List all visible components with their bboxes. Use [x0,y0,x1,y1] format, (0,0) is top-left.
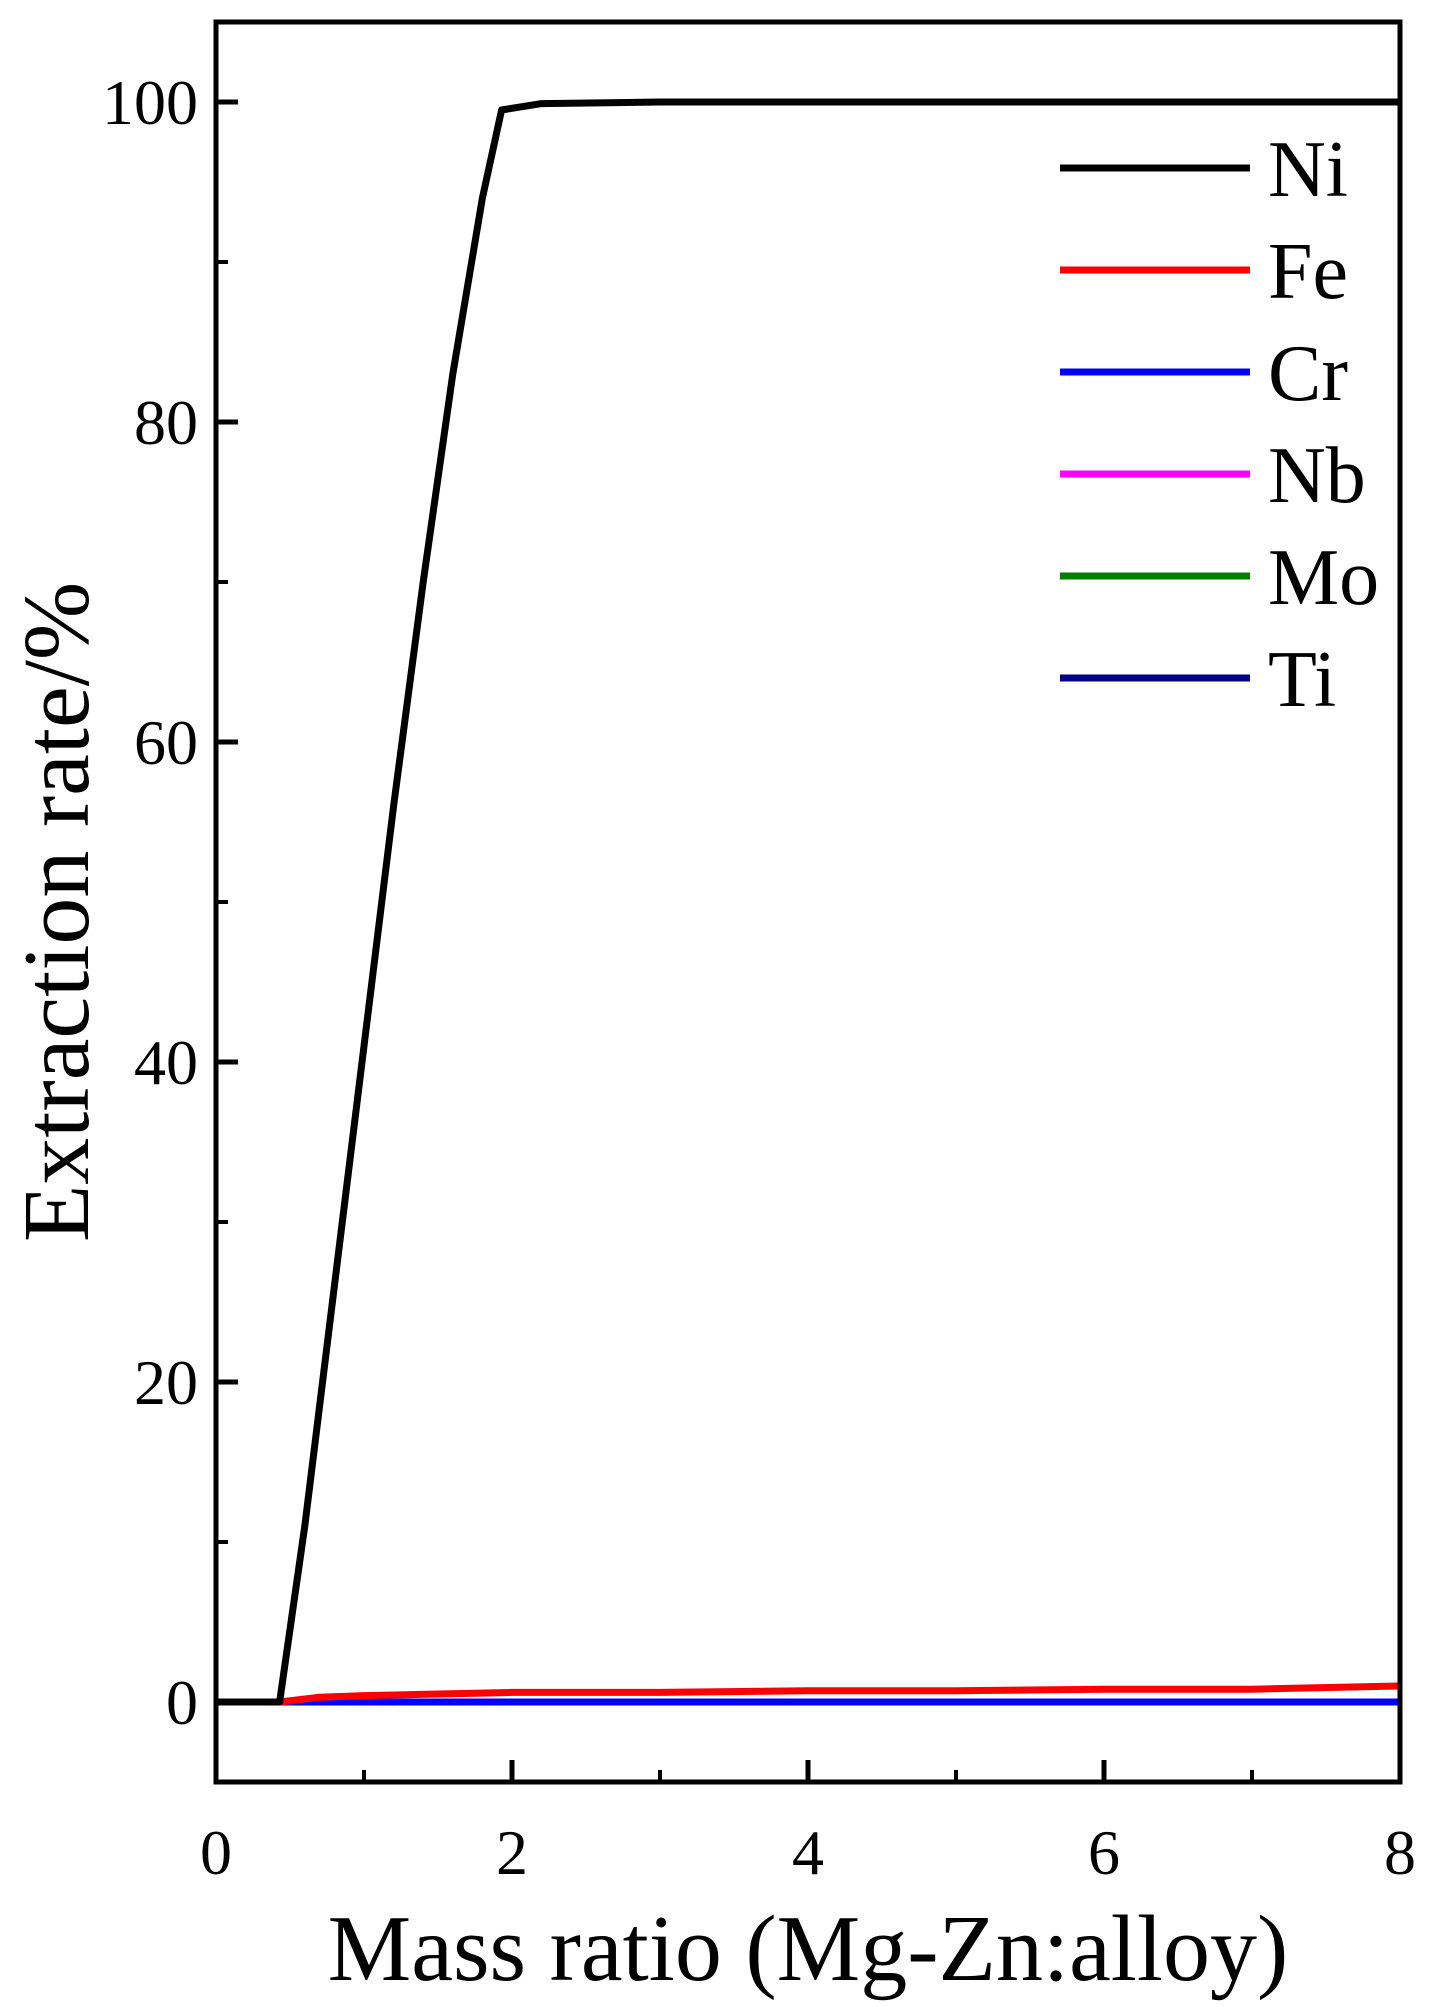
y-tick-label: 60 [134,707,198,778]
x-tick-label: 2 [496,1817,528,1888]
legend-label-nb: Nb [1268,432,1366,520]
y-tick-label: 0 [166,1667,198,1738]
legend-label-cr: Cr [1268,330,1348,418]
legend: Ni Fe Cr Nb Mo Ti [1060,126,1379,724]
series-line-fe [216,1682,1401,1706]
x-axis-title: Mass ratio (Mg-Zn:alloy) [328,1897,1289,2001]
x-tick-label: 4 [792,1817,824,1888]
y-tick-label: 20 [134,1347,198,1418]
legend-label-fe: Fe [1268,228,1348,316]
legend-label-mo: Mo [1268,534,1379,622]
series-line-ni [216,98,1400,1706]
series-layer [216,98,1401,1706]
legend-label-ni: Ni [1268,126,1348,214]
y-axis-title: Extraction rate/% [5,582,109,1242]
x-tick-label: 6 [1088,1817,1120,1888]
axes-layer [213,19,1403,1785]
legend-label-ti: Ti [1268,636,1336,724]
x-tick-label: 0 [200,1817,232,1888]
x-tick-label: 8 [1384,1817,1416,1888]
y-tick-label: 100 [102,67,198,138]
y-tick-label: 80 [134,387,198,458]
y-tick-label: 40 [134,1027,198,1098]
